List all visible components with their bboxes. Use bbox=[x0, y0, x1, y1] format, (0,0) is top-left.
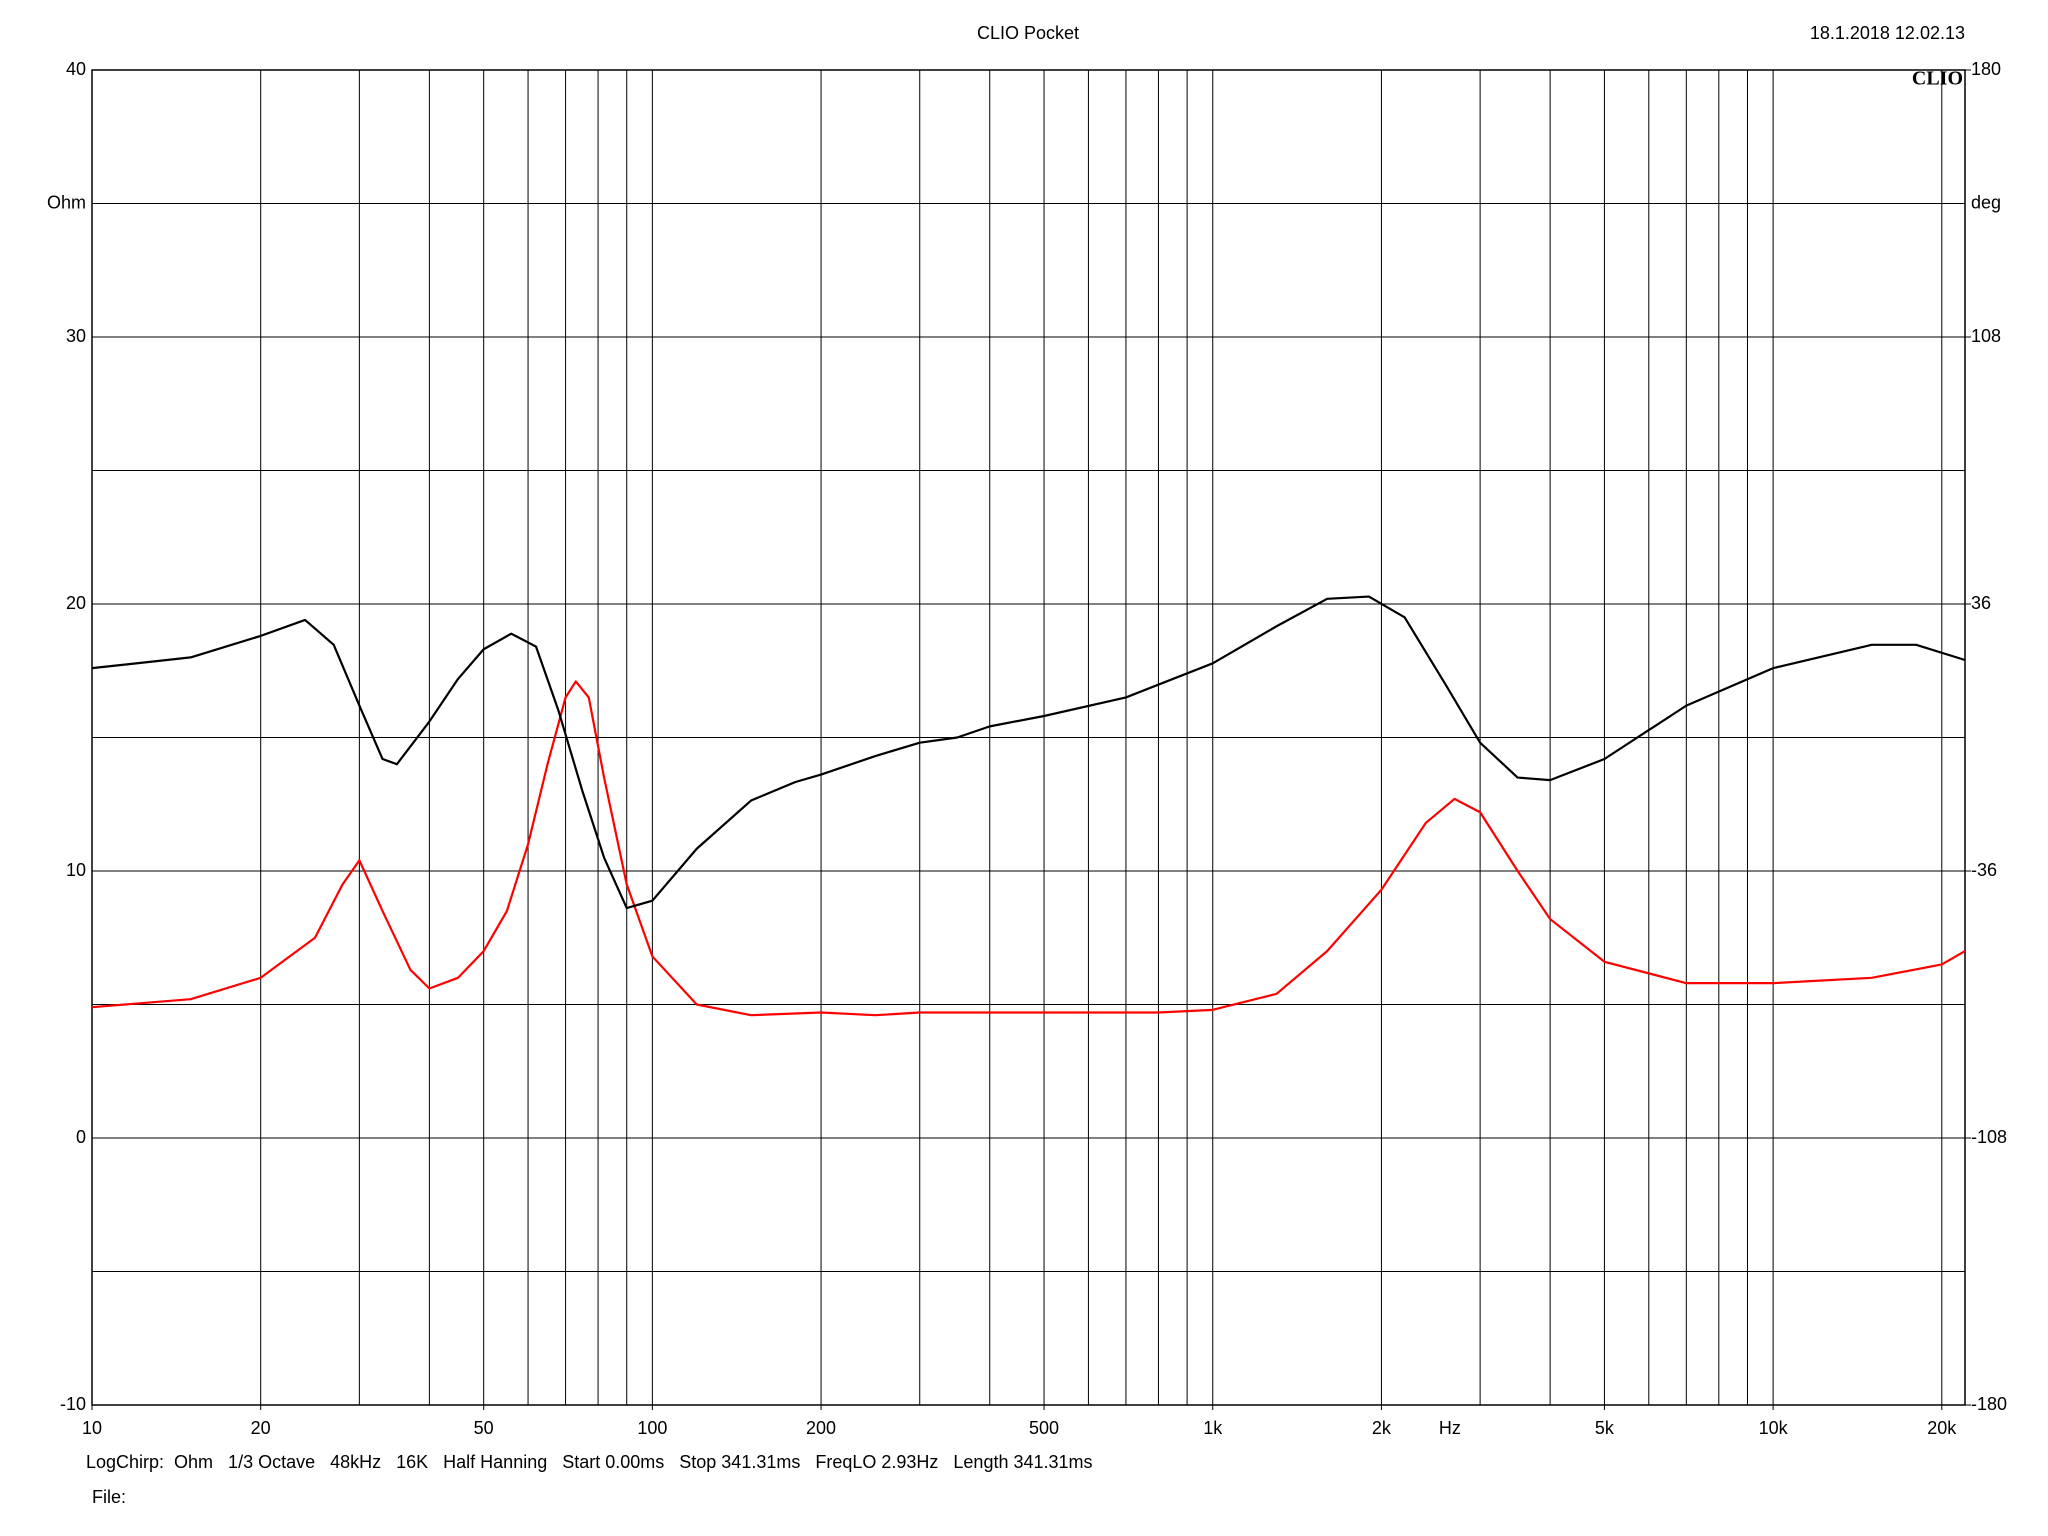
x-tick-label: 500 bbox=[1029, 1418, 1059, 1438]
chart-title: CLIO Pocket bbox=[977, 23, 1079, 43]
y2-tick-label: -180 bbox=[1971, 1394, 2007, 1414]
x-axis-label: Hz bbox=[1439, 1418, 1461, 1438]
x-tick-label: 200 bbox=[806, 1418, 836, 1438]
y-tick-label: 10 bbox=[66, 860, 86, 880]
y2-axis-label: deg bbox=[1971, 192, 2001, 212]
y-tick-label: 30 bbox=[66, 326, 86, 346]
y-tick-label: 40 bbox=[66, 59, 86, 79]
x-tick-label: 10k bbox=[1759, 1418, 1789, 1438]
y-tick-label: 20 bbox=[66, 593, 86, 613]
x-tick-label: 5k bbox=[1595, 1418, 1615, 1438]
y2-tick-label: -36 bbox=[1971, 860, 1997, 880]
x-tick-label: 100 bbox=[637, 1418, 667, 1438]
logo: CLIO bbox=[1912, 68, 1963, 90]
x-tick-label: 1k bbox=[1203, 1418, 1223, 1438]
timestamp: 18.1.2018 12.02.13 bbox=[1810, 23, 1965, 43]
series-line bbox=[91, 595, 1966, 910]
plot-frame bbox=[91, 69, 1966, 1406]
x-tick-label: 50 bbox=[474, 1418, 494, 1438]
y-axis-label: Ohm bbox=[47, 192, 86, 212]
footer: LogChirp: Ohm 1/3 Octave 48kHz 16K Half … bbox=[86, 1452, 1093, 1472]
series-line bbox=[91, 680, 1966, 1017]
y-tick-label: -10 bbox=[60, 1394, 86, 1414]
y2-tick-label: 108 bbox=[1971, 326, 2001, 346]
y2-tick-label: 180 bbox=[1971, 59, 2001, 79]
y2-tick-label: 36 bbox=[1971, 593, 1991, 613]
y2-tick-label: -108 bbox=[1971, 1127, 2007, 1147]
x-tick-label: 20k bbox=[1927, 1418, 1957, 1438]
file-label: File: bbox=[92, 1487, 126, 1507]
x-tick-label: 10 bbox=[82, 1418, 102, 1438]
y-tick-label: 0 bbox=[76, 1127, 86, 1147]
x-tick-label: 2k bbox=[1372, 1418, 1392, 1438]
x-tick-label: 20 bbox=[251, 1418, 271, 1438]
